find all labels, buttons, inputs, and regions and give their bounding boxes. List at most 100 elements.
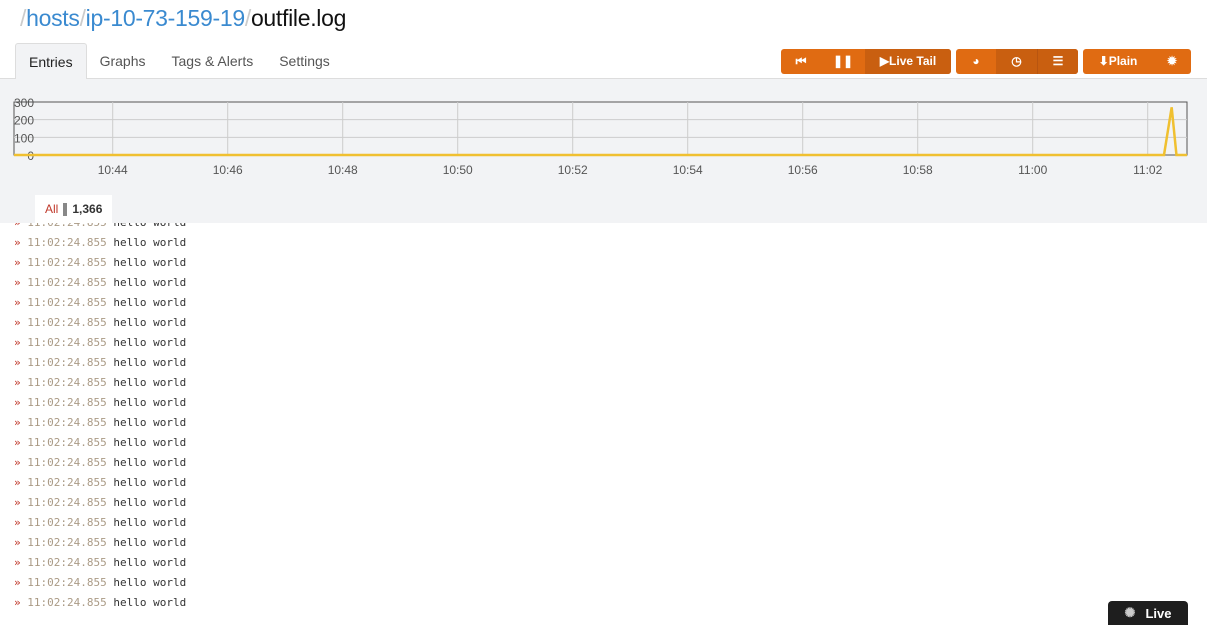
expand-marker: » (14, 476, 21, 489)
skip-back-icon: ⏮ (795, 54, 807, 68)
log-message: hello world (113, 556, 187, 569)
log-line[interactable]: » 11:02:24.855 hello world (14, 436, 186, 449)
live-status-badge[interactable]: ✺ Live (1108, 601, 1188, 625)
log-timestamp: 11:02:24.855 (27, 456, 107, 469)
pie-chart-icon: ◕ (972, 54, 980, 68)
expand-marker: » (14, 436, 21, 449)
plain-button[interactable]: ⬇ Plain (1083, 49, 1153, 74)
x-tick-label: 10:44 (98, 163, 128, 177)
log-line[interactable]: » 11:02:24.855 hello world (14, 536, 186, 549)
log-line[interactable]: » 11:02:24.855 hello world (14, 576, 186, 589)
expand-marker: » (14, 256, 21, 269)
x-tick-label: 10:58 (903, 163, 933, 177)
log-line[interactable]: » 11:02:24.855 hello world (14, 396, 186, 409)
log-message: hello world (113, 276, 187, 289)
log-line[interactable]: » 11:02:24.855 hello world (14, 456, 186, 469)
skip-back-button[interactable]: ⏮ (781, 49, 821, 74)
log-message: hello world (113, 316, 187, 329)
log-line[interactable]: » 11:02:24.855 hello world (14, 476, 186, 489)
log-timestamp: 11:02:24.855 (27, 296, 107, 309)
log-message: hello world (113, 476, 187, 489)
settings-button[interactable]: ✹ (1153, 49, 1191, 74)
filter-all-badge[interactable]: All 1,366 (35, 195, 113, 223)
log-message: hello world (113, 396, 187, 409)
expand-marker: » (14, 376, 21, 389)
play-icon: ▶ (879, 54, 890, 68)
y-tick-label: 200 (14, 114, 34, 128)
entry-count: 1,366 (72, 202, 103, 216)
log-line[interactable]: » 11:02:24.855 hello world (14, 516, 186, 529)
export-controls: ⬇ Plain ✹ (1083, 49, 1191, 74)
log-line[interactable]: » 11:02:24.855 hello world (14, 223, 186, 229)
log-message: hello world (113, 376, 187, 389)
x-tick-label: 10:50 (443, 163, 473, 177)
log-line[interactable]: » 11:02:24.855 hello world (14, 356, 186, 369)
log-line[interactable]: » 11:02:24.855 hello world (14, 496, 186, 509)
expand-marker: » (14, 416, 21, 429)
log-line[interactable]: » 11:02:24.855 hello world (14, 276, 186, 289)
y-tick-label: 100 (14, 131, 34, 145)
tab-divider (0, 78, 1207, 79)
clock-button[interactable]: ◷ (996, 49, 1037, 74)
log-timestamp: 11:02:24.855 (27, 516, 107, 529)
log-line[interactable]: » 11:02:24.855 hello world (14, 416, 186, 429)
log-timestamp: 11:02:24.855 (27, 356, 107, 369)
log-line[interactable]: » 11:02:24.855 hello world (14, 596, 186, 609)
pause-button[interactable]: ❚❚ (821, 49, 865, 74)
x-tick-label: 10:48 (328, 163, 358, 177)
expand-marker: » (14, 496, 21, 509)
log-timestamp: 11:02:24.855 (27, 556, 107, 569)
x-tick-label: 10:56 (788, 163, 818, 177)
tab-settings[interactable]: Settings (279, 53, 330, 69)
x-tick-label: 10:46 (213, 163, 243, 177)
expand-marker: » (14, 296, 21, 309)
log-message: hello world (113, 596, 187, 609)
x-tick-label: 10:52 (558, 163, 588, 177)
live-tail-button[interactable]: ▶ Live Tail (865, 49, 951, 74)
series-line (14, 107, 1187, 157)
breadcrumb-hosts[interactable]: hosts (26, 5, 80, 31)
expand-marker: » (14, 556, 21, 569)
y-tick-label: 300 (14, 96, 34, 110)
log-timestamp: 11:02:24.855 (27, 596, 107, 609)
log-timestamp: 11:02:24.855 (27, 376, 107, 389)
gear-icon: ✹ (1166, 54, 1178, 68)
expand-marker: » (14, 223, 21, 229)
log-message: hello world (113, 456, 187, 469)
list-button[interactable]: ☰ (1037, 49, 1078, 74)
log-timestamp: 11:02:24.855 (27, 576, 107, 589)
log-message: hello world (113, 416, 187, 429)
log-line[interactable]: » 11:02:24.855 hello world (14, 316, 186, 329)
log-message: hello world (113, 536, 187, 549)
tab-graphs[interactable]: Graphs (99, 53, 146, 69)
page-title: outfile.log (250, 5, 347, 31)
log-timestamp: 11:02:24.855 (27, 256, 107, 269)
tab-tags-alerts[interactable]: Tags & Alerts (171, 53, 254, 69)
expand-marker: » (14, 536, 21, 549)
log-line[interactable]: » 11:02:24.855 hello world (14, 376, 186, 389)
log-timestamp: 11:02:24.855 (27, 496, 107, 509)
download-icon: ⬇ (1098, 54, 1109, 68)
log-line[interactable]: » 11:02:24.855 hello world (14, 556, 186, 569)
breadcrumb-host[interactable]: ip-10-73-159-19 (85, 5, 245, 31)
log-timestamp: 11:02:24.855 (27, 416, 107, 429)
expand-marker: » (14, 396, 21, 409)
log-timestamp: 11:02:24.855 (27, 476, 107, 489)
spinner-icon: ✺ (1124, 605, 1136, 620)
log-message: hello world (113, 576, 187, 589)
log-timestamp: 11:02:24.855 (27, 276, 107, 289)
x-tick-label: 11:00 (1018, 163, 1047, 177)
log-line[interactable]: » 11:02:24.855 hello world (14, 336, 186, 349)
view-controls: ◕ ◷ ☰ (956, 49, 1078, 74)
expand-marker: » (14, 316, 21, 329)
pie-chart-button[interactable]: ◕ (956, 49, 996, 74)
log-line[interactable]: » 11:02:24.855 hello world (14, 296, 186, 309)
log-line[interactable]: » 11:02:24.855 hello world (14, 236, 186, 249)
x-tick-label: 11:02 (1133, 163, 1162, 177)
expand-marker: » (14, 576, 21, 589)
log-timestamp: 11:02:24.855 (27, 236, 107, 249)
log-message: hello world (113, 496, 187, 509)
tab-entries[interactable]: Entries (15, 43, 87, 79)
log-line[interactable]: » 11:02:24.855 hello world (14, 256, 186, 269)
